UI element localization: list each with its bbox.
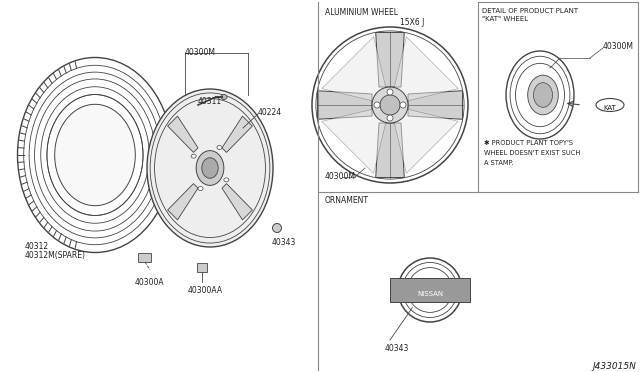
Ellipse shape	[596, 99, 624, 112]
Text: ALUMINIUM WHEEL: ALUMINIUM WHEEL	[325, 8, 398, 17]
Text: 40311: 40311	[198, 97, 222, 106]
Text: 40300AA: 40300AA	[188, 286, 223, 295]
Ellipse shape	[528, 75, 558, 115]
Polygon shape	[408, 91, 463, 119]
Polygon shape	[317, 91, 372, 119]
Ellipse shape	[147, 89, 273, 247]
Circle shape	[374, 102, 380, 108]
Circle shape	[400, 102, 406, 108]
FancyBboxPatch shape	[138, 253, 152, 263]
Bar	[197, 263, 207, 272]
Text: DETAIL OF PRODUCT PLANT: DETAIL OF PRODUCT PLANT	[482, 8, 578, 14]
Text: 40300M: 40300M	[185, 48, 216, 57]
Ellipse shape	[217, 145, 222, 150]
Polygon shape	[322, 37, 390, 105]
Text: KAT: KAT	[604, 105, 616, 111]
Ellipse shape	[273, 224, 282, 232]
Polygon shape	[168, 184, 198, 220]
Circle shape	[372, 87, 408, 123]
Text: J433015N: J433015N	[592, 362, 636, 371]
Bar	[390, 278, 470, 302]
Polygon shape	[168, 116, 198, 153]
Ellipse shape	[54, 104, 135, 206]
Ellipse shape	[198, 186, 203, 190]
Text: 40300M: 40300M	[325, 172, 356, 181]
Polygon shape	[222, 116, 252, 153]
Text: 40300M: 40300M	[603, 42, 634, 51]
Text: ORNAMENT: ORNAMENT	[325, 196, 369, 205]
Polygon shape	[390, 37, 458, 105]
Ellipse shape	[224, 178, 229, 182]
Ellipse shape	[221, 94, 227, 99]
Text: WHEEL DOESN'T EXIST SUCH: WHEEL DOESN'T EXIST SUCH	[484, 150, 580, 156]
Polygon shape	[222, 184, 252, 220]
Text: A STAMP.: A STAMP.	[484, 160, 514, 166]
Text: NISSAN: NISSAN	[417, 291, 443, 297]
Text: 40343: 40343	[385, 344, 410, 353]
Text: 40300A: 40300A	[135, 278, 164, 287]
Ellipse shape	[191, 154, 196, 158]
Text: "KAT" WHEEL: "KAT" WHEEL	[482, 16, 528, 22]
Ellipse shape	[202, 158, 218, 178]
Ellipse shape	[534, 83, 552, 107]
Text: 40312: 40312	[25, 242, 49, 251]
Text: 15X6 J: 15X6 J	[400, 18, 424, 27]
Polygon shape	[322, 105, 390, 173]
Circle shape	[387, 115, 393, 121]
Text: 40312M(SPARE): 40312M(SPARE)	[25, 251, 86, 260]
Ellipse shape	[196, 151, 224, 185]
Polygon shape	[376, 32, 404, 87]
Polygon shape	[390, 105, 458, 173]
Circle shape	[380, 95, 400, 115]
Text: ✱ PRODUCT PLANT TOPY'S: ✱ PRODUCT PLANT TOPY'S	[484, 140, 573, 146]
Text: 40224: 40224	[258, 108, 282, 117]
Text: 40343: 40343	[272, 238, 296, 247]
Circle shape	[387, 89, 393, 95]
Polygon shape	[376, 123, 404, 177]
